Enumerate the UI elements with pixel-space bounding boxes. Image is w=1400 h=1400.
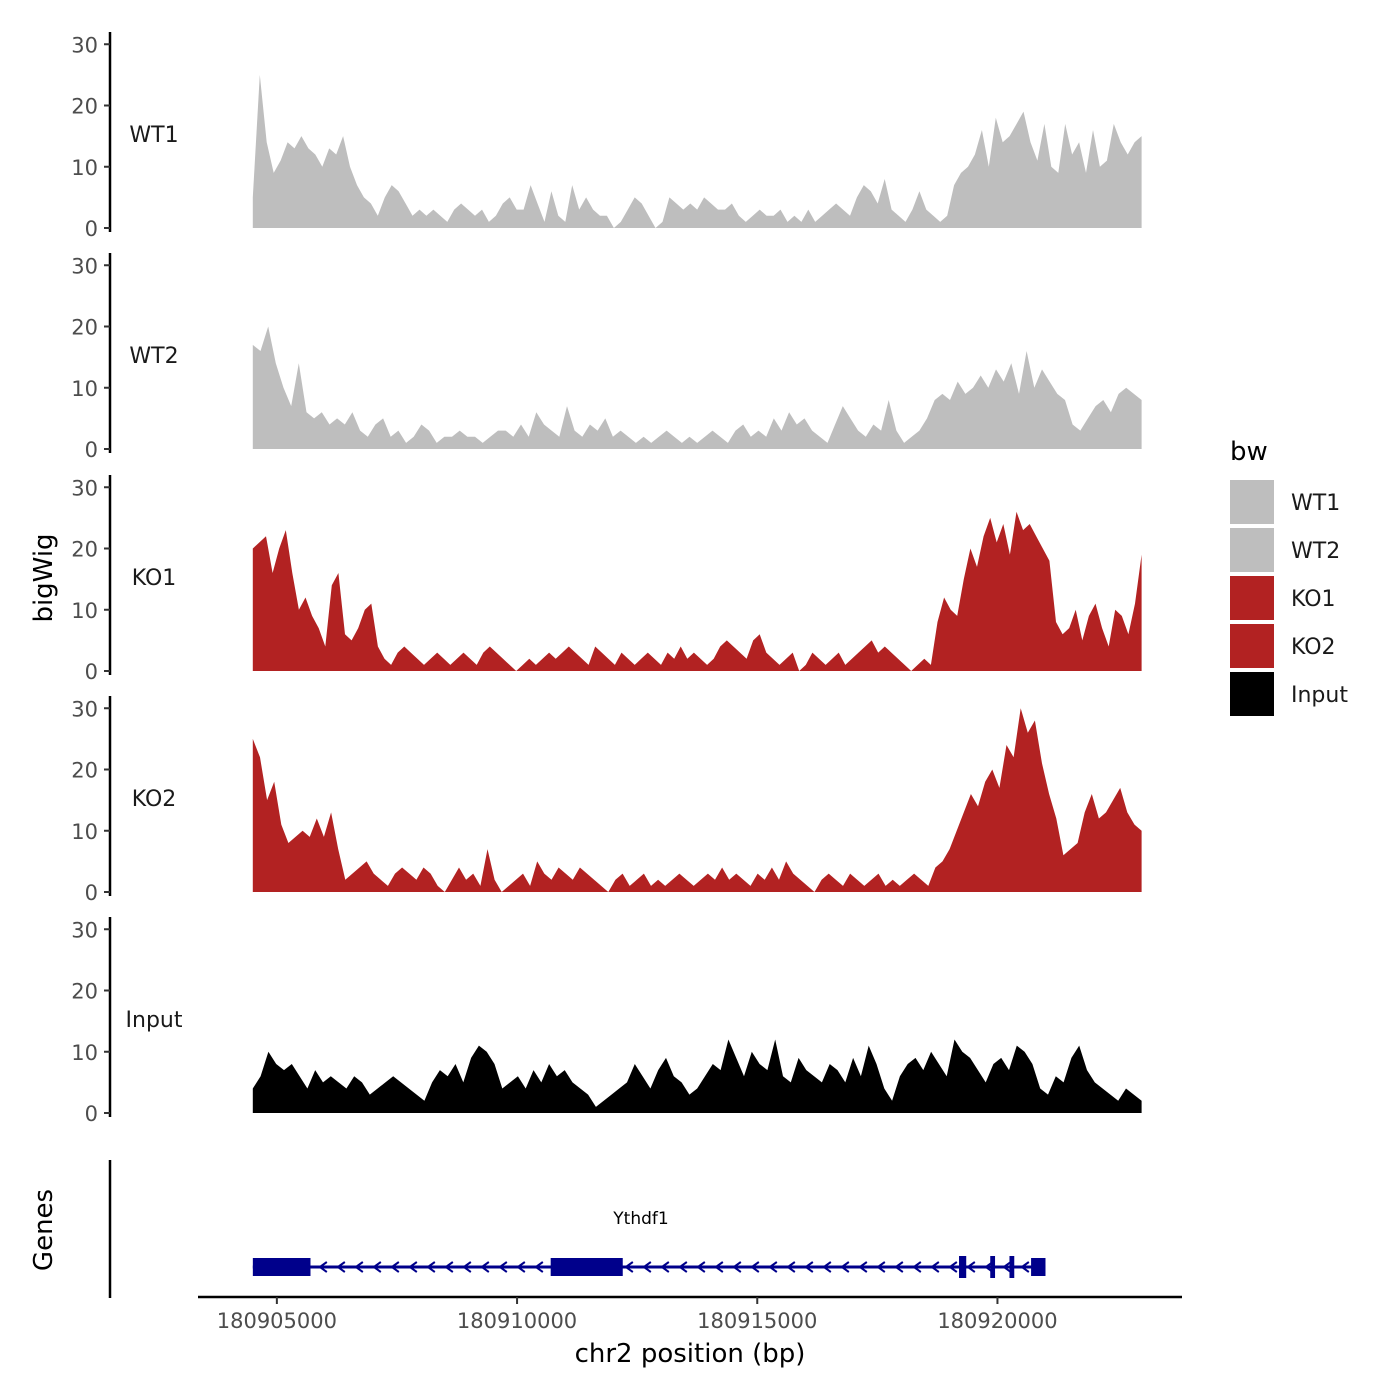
strand-arrow (768, 1261, 778, 1273)
track-input: 0 10 20 30 Input (71, 917, 1142, 1126)
y-tick-label: 0 (85, 438, 98, 462)
strand-arrow (804, 1261, 814, 1273)
y-tick-label: 20 (71, 538, 98, 562)
strand-arrow (498, 1261, 508, 1273)
strand-arrow (336, 1261, 346, 1273)
gene-exon (959, 1256, 967, 1278)
genes-axis-title: Genes (29, 1189, 59, 1271)
strand-arrow (318, 1261, 328, 1273)
y-tick-label: 0 (85, 1102, 98, 1126)
y-tick-label: 20 (71, 95, 98, 119)
y-tick-label: 0 (85, 660, 98, 684)
legend-label-ko2: KO2 (1291, 635, 1336, 660)
strand-arrow (354, 1261, 364, 1273)
track-wt2: 0 10 20 30 WT2 (71, 253, 1142, 462)
y-tick-label: 30 (71, 918, 98, 942)
strand-arrow (516, 1261, 526, 1273)
x-tick-label: 180915000 (697, 1309, 817, 1333)
legend-label-input: Input (1291, 683, 1348, 708)
strand-arrow (750, 1261, 760, 1273)
y-tick-label: 20 (71, 980, 98, 1004)
x-axis-title: chr2 position (bp) (575, 1339, 806, 1369)
strand-arrow (930, 1261, 940, 1273)
x-tick-label: 180905000 (217, 1309, 337, 1333)
strand-arrow (624, 1261, 634, 1273)
strand-arrow (642, 1261, 652, 1273)
track-ko1: 0 10 20 30 KO1 (71, 475, 1142, 684)
legend: bw WT1 WT2 KO1 KO2 Input (1230, 437, 1348, 716)
strand-arrow (894, 1261, 904, 1273)
area-wt2 (252, 326, 1142, 449)
strand-arrow (480, 1261, 490, 1273)
legend-key-wt1 (1230, 480, 1274, 524)
strand-arrow (822, 1261, 832, 1273)
strand-arrow (678, 1261, 688, 1273)
legend-key-ko2 (1230, 624, 1274, 668)
track-label-input: Input (126, 1008, 183, 1033)
area-ko1 (252, 511, 1142, 671)
strand-arrow (948, 1261, 958, 1273)
gene-exon (990, 1256, 996, 1278)
gene-exon (252, 1258, 311, 1276)
gene-exon (550, 1258, 623, 1276)
strand-arrow (840, 1261, 850, 1273)
strand-arrow (714, 1261, 724, 1273)
strand-arrow (462, 1261, 472, 1273)
track-wt1: 0 10 20 30 WT1 (71, 32, 1142, 241)
x-tick-label: 180920000 (937, 1309, 1057, 1333)
track-label-ko1: KO1 (132, 566, 177, 591)
strand-arrow (876, 1261, 886, 1273)
legend-label-ko1: KO1 (1291, 587, 1336, 612)
strand-arrow (444, 1261, 454, 1273)
track-label-wt2: WT2 (129, 344, 178, 369)
legend-label-wt2: WT2 (1291, 539, 1340, 564)
legend-label-wt1: WT1 (1291, 491, 1340, 516)
y-tick-label: 30 (71, 254, 98, 278)
strand-arrow (1020, 1261, 1030, 1273)
y-tick-label: 20 (71, 759, 98, 783)
strand-arrow (858, 1261, 868, 1273)
y-tick-label: 0 (85, 217, 98, 241)
strand-arrow (912, 1261, 922, 1273)
strand-arrow (696, 1261, 706, 1273)
y-tick-label: 30 (71, 697, 98, 721)
strand-arrow (426, 1261, 436, 1273)
y-tick-label: 30 (71, 476, 98, 500)
gene-name-label: Ythdf1 (612, 1209, 668, 1229)
track-label-wt1: WT1 (129, 123, 178, 148)
y-tick-label: 10 (71, 1041, 98, 1065)
strand-arrow (1002, 1261, 1012, 1273)
strand-arrow (372, 1261, 382, 1273)
strand-arrow (390, 1261, 400, 1273)
y-tick-label: 0 (85, 881, 98, 905)
strand-arrow (966, 1261, 976, 1273)
strand-arrow (786, 1261, 796, 1273)
y-tick-label: 10 (71, 377, 98, 401)
x-tick-label: 180910000 (457, 1309, 577, 1333)
legend-key-ko1 (1230, 576, 1274, 620)
y-axis-title: bigWig (29, 533, 59, 622)
strand-arrow (408, 1261, 418, 1273)
y-tick-label: 30 (71, 33, 98, 57)
track-label-ko2: KO2 (132, 787, 177, 812)
strand-arrow (534, 1261, 544, 1273)
y-tick-label: 10 (71, 820, 98, 844)
legend-key-wt2 (1230, 528, 1274, 572)
legend-key-input (1230, 672, 1274, 716)
gene-exon (1031, 1258, 1046, 1276)
y-tick-label: 20 (71, 316, 98, 340)
track-ko2: 0 10 20 30 KO2 (71, 696, 1142, 905)
y-tick-label: 10 (71, 599, 98, 623)
strand-arrow (732, 1261, 742, 1273)
legend-title: bw (1230, 437, 1268, 467)
area-ko2 (252, 708, 1142, 892)
area-wt1 (252, 74, 1142, 229)
strand-arrow (660, 1261, 670, 1273)
gene-exon (1009, 1256, 1015, 1278)
y-tick-label: 10 (71, 156, 98, 180)
area-input (252, 1039, 1142, 1113)
